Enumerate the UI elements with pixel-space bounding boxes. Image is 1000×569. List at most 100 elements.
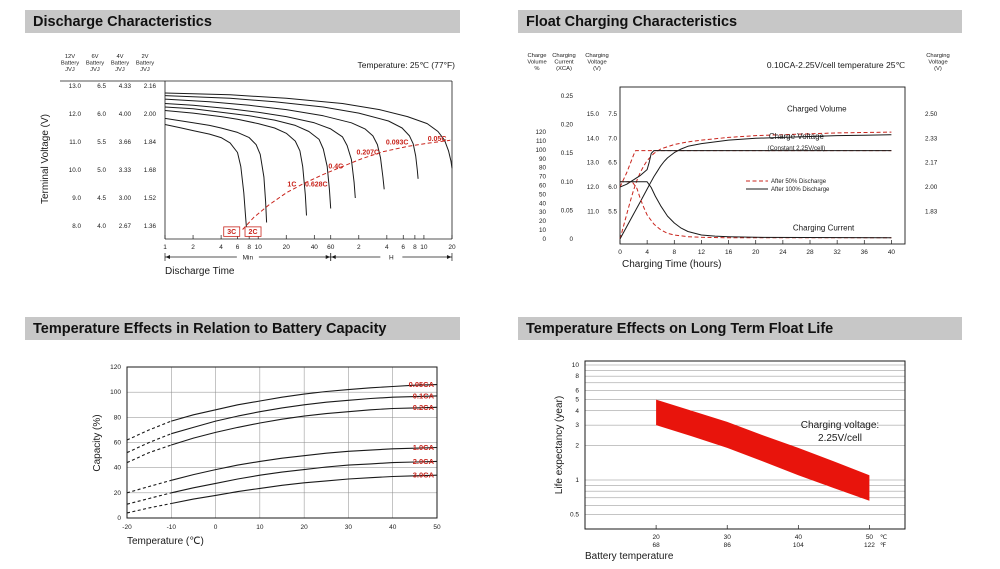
tick-label: 11.0 [69,139,81,146]
tick-label: 20 [752,249,760,256]
series-3C [164,124,248,230]
axis-header: 6V [91,54,98,60]
tick-label: 2.00 [925,184,938,191]
tick-label: 80 [539,165,547,172]
tick-label: 4 [385,244,389,251]
tick-label: 10 [572,362,580,369]
tick-label: 2 [191,244,195,251]
tick-label: 12.0 [69,111,82,118]
series-0.05CA-cold [126,420,172,441]
y-axis-title: Terminal Voltage (V) [40,114,51,204]
section-header-float-charging: Float Charging Characteristics [518,10,962,33]
series-2C [164,117,268,223]
tick-label: 0 [618,249,622,256]
tick-label: 14.0 [587,135,600,142]
tick-label: 3.66 [119,139,132,146]
tick-label: 10 [256,524,264,531]
tick-label: 120 [110,364,121,371]
tick-label: 2.17 [925,160,938,167]
tick-label: 90 [539,156,547,163]
y-axis-title: Capacity (%) [92,414,103,471]
series-label: 0.05CA [409,380,435,389]
series-0.05CA [171,384,438,422]
tick-label: 40 [389,524,397,531]
tick-label: 3 [575,422,579,429]
series-0.1CA [171,395,438,435]
tick-label: 2.50 [925,111,938,118]
series-0.1CA-cold [126,433,172,454]
tick-label: 0.20 [561,122,574,129]
tick-label: 8 [247,244,251,251]
tick-label: 70 [539,174,547,181]
panel-float-life: Temperature Effects on Long Term Float L… [518,317,962,568]
series-1.0CA-cold [126,479,172,494]
tick-label: 40 [888,249,896,256]
tick-label-celsius: 50 [866,534,874,541]
tick-label-celsius: 20 [652,534,660,541]
chart-annotation: Temperature: 25℃ (77°F) [357,60,455,70]
tick-label: 0 [542,236,546,243]
tick-label: 40 [539,200,547,207]
axis-header: Battery [86,61,104,67]
plot-frame [584,360,906,530]
series-label: 0.207C [357,149,380,156]
legend-label: After 50% Discharge [771,179,827,185]
tick-label: 6 [575,388,579,395]
tick-label: 50 [539,191,547,198]
series-0.207C [164,98,385,190]
tick-label: 1.84 [144,139,157,146]
tick-label: 120 [535,129,546,136]
arrow-left-icon [165,255,170,259]
axis-header: Voltage [587,60,606,66]
chart-annotation: 0.10CA-2.25V/cell temperature 25℃ [767,60,906,70]
tick-label: 20 [539,218,547,225]
axis-header: % [534,66,539,72]
series-label: 0.628C [305,182,328,189]
tick-label: 6.0 [97,111,106,118]
tick-label: 20 [114,490,122,497]
tick-label: 10.0 [69,167,82,174]
tick-label: 80 [114,414,122,421]
tick-label: 7.0 [608,135,617,142]
axis-header: 2V [141,54,148,60]
series-charging-current-after-100 [620,181,892,239]
unit-celsius: ℃ [880,534,888,541]
axis-header: 4V [116,54,123,60]
section-title-float-charging: Float Charging Characteristics [526,13,738,30]
tick-label: 4 [645,249,649,256]
tick-label: 32 [834,249,842,256]
axis-header: Battery [136,61,154,67]
tick-label-celsius: 40 [795,534,803,541]
tick-label: 13.0 [587,160,600,167]
axis-header: JVJ [115,67,125,73]
tick-label: 10 [420,244,428,251]
series-1.0CA [171,446,438,481]
section-header-discharge: Discharge Characteristics [25,10,460,33]
section-title-discharge: Discharge Characteristics [33,13,212,30]
series-label: 0.2CA [413,403,435,412]
unit-span-label: Min [243,254,254,261]
tick-label: 5 [575,397,579,404]
axis-header: (V) [934,66,942,72]
plot-frame [126,366,438,519]
axis-header: Charge [527,53,546,59]
tick-label: 3.00 [119,195,132,202]
series-label: 2C [249,229,258,236]
plot-label: Charging Current [793,224,855,233]
tick-label: 60 [539,183,547,190]
series-charging-current-after-50 [620,181,892,239]
axis-header: Voltage [928,60,947,66]
unit-span-label: H [389,254,394,261]
tick-label: 0 [117,515,121,522]
y-axis-title: Life expectancy (year) [554,396,565,494]
series-charged-volume-after-100 [619,134,892,240]
discharge-chart: 12VBatteryJVJ13.012.011.010.09.08.06VBat… [40,54,456,277]
tick-label-celsius: 30 [724,534,732,541]
tick-label: 10 [255,244,263,251]
tick-label: 1.52 [144,195,157,202]
series-3.0CA-cold [126,502,172,514]
tick-label: 4.0 [97,223,106,230]
tick-label: 2.33 [925,135,938,142]
temp-capacity-chart: -20 -10 0 10 20 30 40 50 0 20 40 60 80 100 120 Temperat… [92,364,441,547]
axis-header: Volume [527,60,546,66]
